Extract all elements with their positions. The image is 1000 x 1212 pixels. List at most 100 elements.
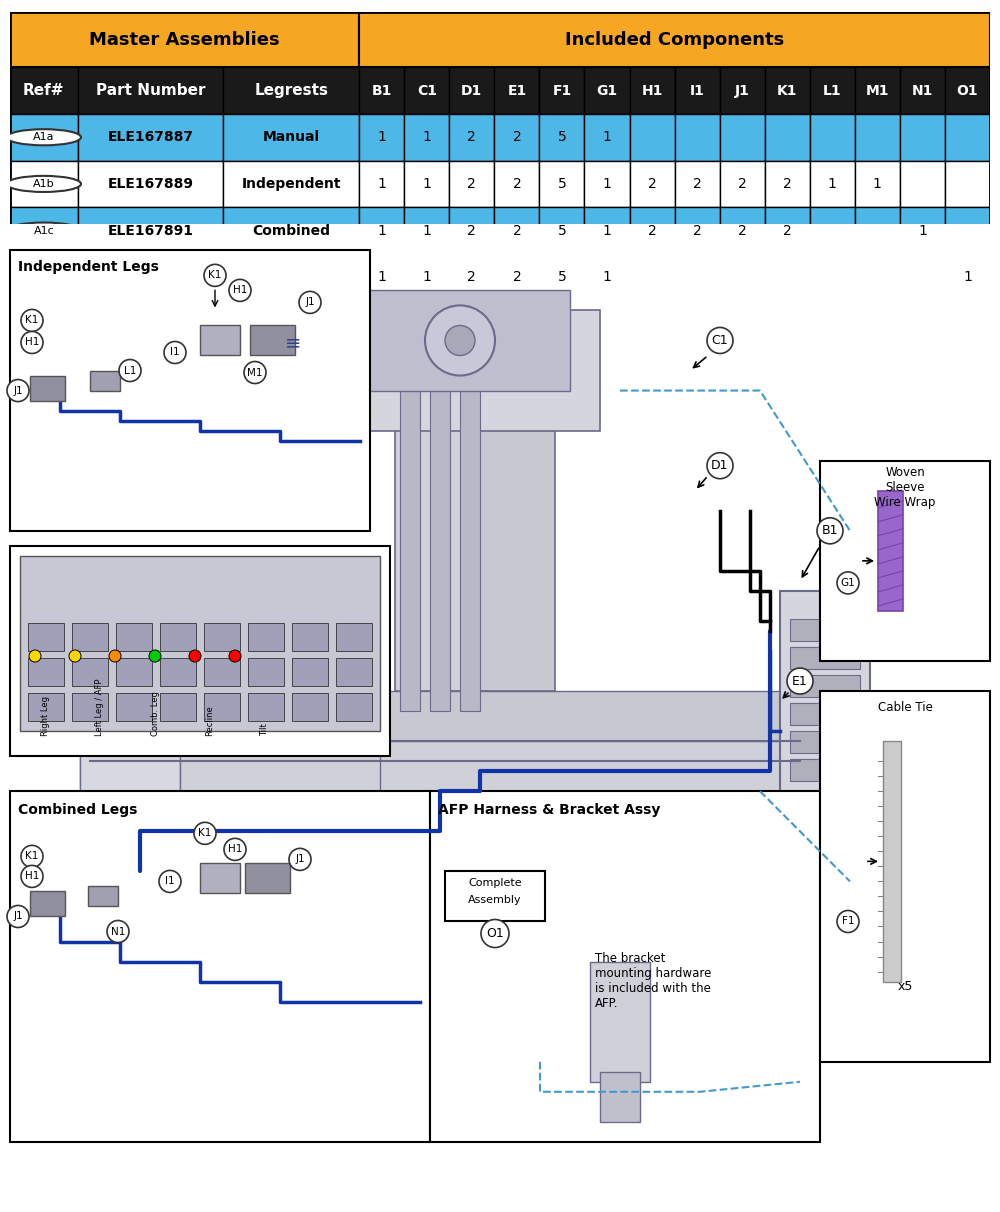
Text: N1: N1: [912, 84, 933, 98]
FancyBboxPatch shape: [78, 114, 223, 161]
Text: Woven
Sleeve
Wire Wrap: Woven Sleeve Wire Wrap: [874, 465, 936, 509]
Text: B1: B1: [822, 525, 838, 537]
Text: K1: K1: [198, 828, 212, 839]
Text: I1: I1: [170, 348, 180, 358]
FancyBboxPatch shape: [449, 255, 494, 301]
FancyBboxPatch shape: [359, 255, 404, 301]
Text: 2: 2: [467, 130, 476, 144]
Circle shape: [69, 650, 81, 662]
FancyBboxPatch shape: [584, 114, 630, 161]
Bar: [336, 658, 372, 686]
FancyBboxPatch shape: [223, 68, 359, 114]
FancyBboxPatch shape: [945, 207, 990, 255]
Circle shape: [159, 870, 181, 892]
FancyBboxPatch shape: [675, 207, 720, 255]
Bar: [245, 863, 290, 893]
Bar: [395, 411, 475, 691]
Text: Comb. Leg: Comb. Leg: [150, 691, 160, 736]
Text: 2: 2: [693, 223, 702, 238]
Text: 1: 1: [422, 130, 431, 144]
Bar: [590, 961, 650, 1082]
Bar: [160, 693, 196, 721]
Text: 2: 2: [513, 223, 521, 238]
Bar: [790, 731, 860, 753]
Bar: [445, 871, 545, 921]
Circle shape: [164, 342, 186, 364]
Text: M1: M1: [247, 367, 263, 377]
FancyBboxPatch shape: [78, 68, 223, 114]
Bar: [90, 371, 120, 390]
Text: ELE167887: ELE167887: [107, 130, 193, 144]
FancyBboxPatch shape: [404, 255, 449, 301]
Text: 2: 2: [783, 223, 792, 238]
Text: N1: N1: [111, 926, 125, 937]
Text: 2: 2: [467, 177, 476, 191]
Text: J1: J1: [295, 854, 305, 864]
Text: 1: 1: [603, 130, 611, 144]
Text: 1: 1: [828, 177, 837, 191]
Text: 1: 1: [377, 270, 386, 285]
Text: Manual: Manual: [263, 130, 320, 144]
Text: H1: H1: [233, 285, 247, 296]
FancyBboxPatch shape: [78, 161, 223, 207]
Text: K1: K1: [25, 315, 39, 326]
Circle shape: [119, 360, 141, 382]
Circle shape: [224, 839, 246, 861]
Text: I1: I1: [690, 84, 705, 98]
FancyBboxPatch shape: [675, 114, 720, 161]
Bar: [790, 759, 860, 782]
FancyBboxPatch shape: [359, 68, 404, 114]
Bar: [292, 623, 328, 651]
Circle shape: [21, 331, 43, 354]
Bar: [820, 691, 990, 1062]
Circle shape: [707, 452, 733, 479]
Text: I1: I1: [165, 876, 175, 886]
FancyBboxPatch shape: [630, 68, 675, 114]
Text: 5: 5: [558, 177, 566, 191]
FancyBboxPatch shape: [359, 207, 404, 255]
Text: K1: K1: [777, 84, 797, 98]
FancyBboxPatch shape: [630, 161, 675, 207]
FancyBboxPatch shape: [449, 207, 494, 255]
Text: K1: K1: [25, 851, 39, 862]
FancyBboxPatch shape: [810, 255, 855, 301]
Text: AFP Harness & Bracket Assy: AFP Harness & Bracket Assy: [438, 804, 660, 817]
Bar: [28, 623, 64, 651]
FancyBboxPatch shape: [494, 161, 539, 207]
FancyBboxPatch shape: [539, 161, 584, 207]
FancyBboxPatch shape: [78, 255, 223, 301]
Text: O1: O1: [957, 84, 978, 98]
Text: x5: x5: [897, 979, 913, 993]
Bar: [475, 411, 555, 691]
Text: ELE167889: ELE167889: [107, 177, 193, 191]
Circle shape: [204, 264, 226, 286]
Circle shape: [29, 650, 41, 662]
Bar: [200, 863, 240, 893]
FancyBboxPatch shape: [855, 255, 900, 301]
Bar: [430, 341, 450, 711]
Text: 1: 1: [422, 177, 431, 191]
Text: Tilt: Tilt: [260, 724, 270, 736]
FancyBboxPatch shape: [720, 68, 765, 114]
Circle shape: [194, 822, 216, 845]
Text: The bracket
mounting hardware
is included with the
AFP.: The bracket mounting hardware is include…: [595, 951, 711, 1010]
FancyBboxPatch shape: [449, 161, 494, 207]
Bar: [250, 326, 295, 355]
Bar: [72, 658, 108, 686]
FancyBboxPatch shape: [494, 68, 539, 114]
Bar: [790, 619, 860, 641]
FancyBboxPatch shape: [404, 114, 449, 161]
Text: 2: 2: [783, 177, 792, 191]
Bar: [28, 658, 64, 686]
Circle shape: [229, 650, 241, 662]
Text: 2: 2: [513, 270, 521, 285]
Text: 1: 1: [918, 223, 927, 238]
Text: 5: 5: [558, 130, 566, 144]
FancyBboxPatch shape: [223, 114, 359, 161]
FancyBboxPatch shape: [945, 114, 990, 161]
Bar: [292, 693, 328, 721]
Text: H1: H1: [228, 845, 242, 854]
Bar: [72, 693, 108, 721]
FancyBboxPatch shape: [810, 114, 855, 161]
Bar: [350, 310, 600, 430]
